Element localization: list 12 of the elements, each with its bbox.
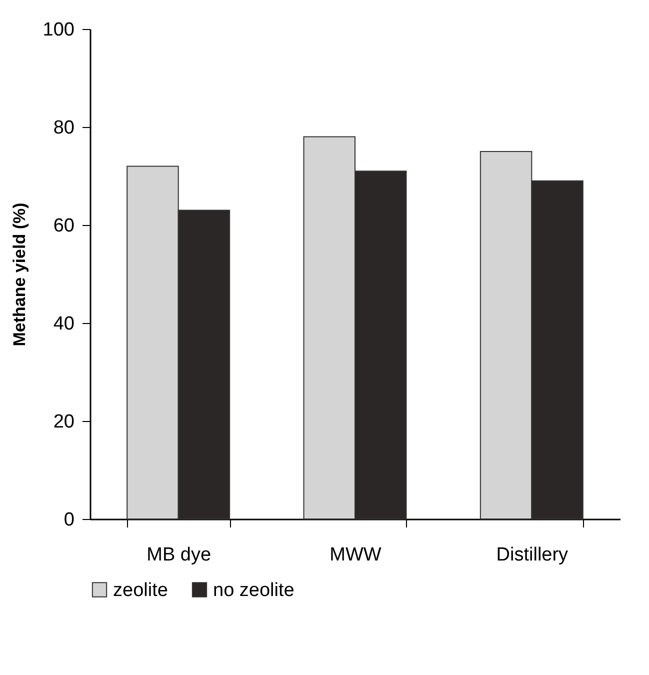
y-tick-label: 20: [53, 412, 74, 432]
x-tick-label: Distillery: [496, 544, 569, 566]
y-tick-label: 0: [64, 510, 74, 530]
y-tick-label: 40: [53, 314, 74, 334]
y-tick-label: 80: [53, 118, 74, 138]
x-tick-label: MWW: [330, 544, 382, 566]
legend-label: no zeolite: [213, 580, 294, 601]
x-tick-label: MB dye: [146, 544, 212, 566]
y-axis-title: Methane yield (%): [10, 202, 29, 346]
legend-label: zeolite: [113, 580, 168, 601]
y-tick-label: 60: [53, 216, 74, 236]
y-tick-label: 100: [42, 20, 74, 40]
